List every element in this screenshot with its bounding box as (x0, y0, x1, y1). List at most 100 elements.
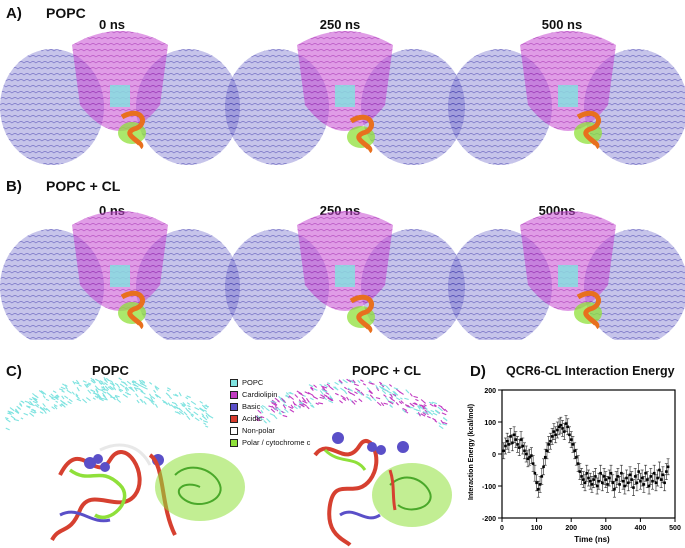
legend-swatch (230, 391, 238, 399)
data-point (578, 470, 582, 473)
data-point (507, 443, 511, 446)
lipid-molecule (68, 398, 73, 403)
lipid-molecule (108, 393, 113, 398)
lipid-molecule (352, 379, 356, 384)
lipid-molecule (306, 405, 310, 410)
data-point (620, 471, 623, 475)
lipid-molecule (51, 406, 56, 410)
x-tick-label: 100 (531, 525, 543, 532)
lipid-molecule (151, 396, 156, 400)
lipid-molecule (29, 412, 35, 417)
complex-a-500ns (448, 31, 685, 165)
complex-center-mesh (520, 211, 616, 311)
panel-b-label: B) (6, 178, 22, 195)
lipid-molecule (136, 399, 140, 404)
lipid-molecule (285, 392, 289, 396)
lipid-molecule (288, 405, 293, 409)
lipid-molecule (390, 397, 396, 402)
lipid-molecule (404, 397, 409, 401)
data-point (559, 423, 563, 427)
lipid-molecule (304, 391, 310, 395)
data-point (625, 476, 628, 480)
lipid-molecule (114, 394, 120, 398)
lipid-molecule (353, 383, 359, 387)
lipid-molecule (131, 380, 135, 384)
lipid-molecule (154, 393, 159, 398)
lipid-molecule (38, 389, 45, 395)
data-point (658, 468, 661, 472)
lipid-molecule (344, 386, 348, 390)
lipid-molecule (185, 407, 189, 412)
lipid-molecule (51, 397, 56, 401)
lipid-molecule (302, 400, 308, 404)
lipid-molecule (65, 386, 69, 390)
qcr6-subunit (576, 110, 601, 150)
lipid-molecule (289, 409, 295, 413)
lipid-molecule (346, 378, 352, 383)
lipid-molecule (190, 414, 194, 418)
lipid-molecule (389, 404, 393, 408)
lipid-molecule (138, 379, 142, 383)
lipid-molecule (10, 415, 16, 420)
lipid-molecule (440, 419, 445, 425)
lipid-molecule (274, 407, 278, 411)
panel-a-time-2: 250 ns (319, 17, 361, 32)
lipid-molecule (140, 390, 146, 395)
lipid-molecule (94, 378, 101, 383)
lipid-molecule (379, 381, 383, 385)
lipid-molecule (327, 382, 331, 385)
data-point (540, 475, 544, 478)
complex-center-mesh (297, 211, 393, 311)
lipid-molecule (194, 407, 200, 411)
panel-d-label: D) (470, 363, 486, 380)
lipid-molecule (376, 401, 382, 407)
data-point (642, 483, 646, 486)
lipid-molecule (116, 398, 122, 403)
lipid-molecule (4, 417, 9, 420)
data-point (514, 438, 518, 441)
lipid-molecule (97, 393, 101, 398)
lipid-molecule (437, 406, 443, 412)
lipid-molecule (441, 412, 447, 416)
lipid-molecule (277, 400, 281, 403)
data-point (611, 481, 615, 485)
lipid-molecule (313, 388, 318, 391)
chart-marks (502, 415, 670, 498)
lipid-molecule (150, 401, 155, 406)
lipid-molecule (52, 396, 58, 399)
lipid-molecule (380, 402, 385, 407)
lipid-molecule (255, 418, 260, 422)
data-point (547, 443, 551, 446)
lipid-molecule (389, 400, 394, 404)
data-point (535, 481, 538, 485)
lipid-molecule (199, 400, 203, 404)
lipid-molecule (90, 389, 94, 392)
lipid-molecule (185, 396, 189, 400)
qcr6-protein-right (313, 432, 452, 547)
data-point (528, 455, 531, 459)
lipid-molecule (442, 421, 448, 425)
lipid-molecule (110, 396, 116, 399)
lipid-molecule (383, 402, 389, 405)
lipid-molecule (400, 400, 404, 404)
lipid-molecule (155, 394, 162, 399)
data-point (582, 478, 585, 481)
data-point (651, 479, 654, 483)
lipid-molecule (170, 404, 176, 410)
lipid-molecule (278, 395, 282, 400)
lipid-molecule (176, 411, 181, 415)
lipid-molecule (430, 410, 435, 413)
data-point (512, 433, 516, 437)
qcr6-subunit (349, 294, 374, 334)
lipid-molecule (32, 408, 37, 414)
data-point (640, 476, 644, 480)
data-point (516, 443, 519, 446)
lipid-molecule (409, 393, 413, 397)
lipid-molecule (135, 393, 139, 398)
lipid-molecule (355, 387, 361, 392)
lipid-cluster (558, 85, 578, 107)
lipid-molecule (438, 425, 444, 430)
data-point (557, 425, 561, 429)
lipid-molecule (39, 406, 45, 411)
data-point (502, 449, 506, 453)
